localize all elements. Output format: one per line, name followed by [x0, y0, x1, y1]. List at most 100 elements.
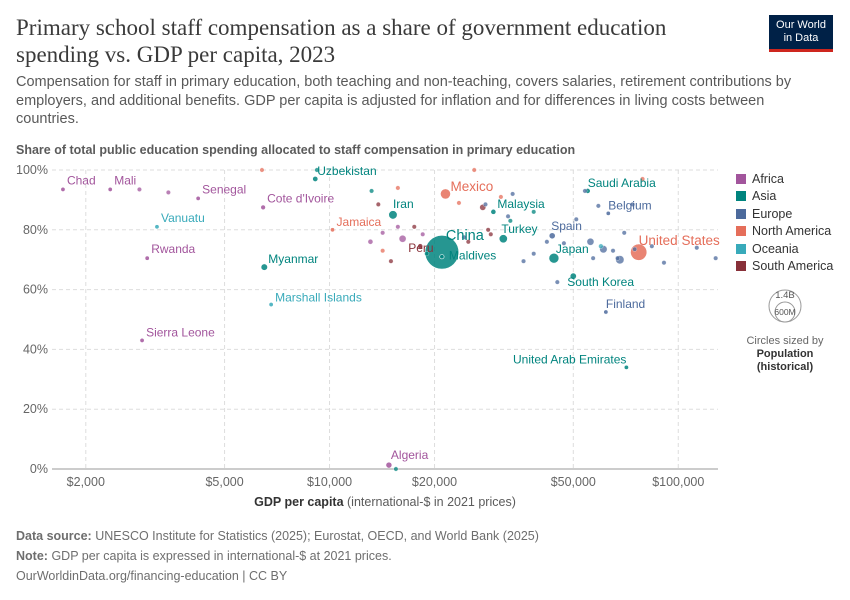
data-point: [694, 245, 700, 251]
data-point: [548, 232, 556, 240]
data-point: [461, 234, 467, 240]
data-point: [330, 227, 336, 233]
point-label: United States: [639, 233, 720, 248]
legend-label: South America: [752, 259, 834, 274]
point-label: Marshall Islands: [275, 291, 362, 305]
point-label: Sierra Leone: [146, 325, 215, 339]
legend-item[interactable]: Africa: [736, 170, 833, 188]
owid-logo[interactable]: Our World in Data: [769, 15, 833, 52]
data-point: [640, 176, 645, 182]
data-point: [508, 218, 513, 224]
point-label: Rwanda: [151, 242, 195, 256]
source-url[interactable]: OurWorldinData.org/financing-education |…: [16, 569, 288, 583]
data-point: [385, 461, 393, 469]
data-point: [573, 216, 579, 222]
data-point: [510, 191, 515, 197]
x-axis-label: GDP per capita: [254, 495, 344, 509]
data-point: [398, 235, 407, 243]
size-legend-small-circle: [774, 301, 796, 323]
legend-swatch: [736, 173, 746, 184]
point-label: Senegal: [202, 182, 246, 196]
region-legend: Africa Asia Europe North America Oceania Sout…: [736, 170, 833, 275]
point-label: Chad: [67, 173, 96, 187]
x-tick-label: $10,000: [307, 475, 352, 489]
data-point: [411, 224, 417, 230]
data-point: [596, 203, 601, 209]
logo-line-2: in Data: [783, 32, 819, 44]
data-point: [605, 210, 611, 216]
data-point: [144, 255, 150, 261]
size-legend-large-label: 1.4B: [775, 290, 795, 301]
data-point: [420, 231, 426, 237]
data-point: [107, 186, 113, 192]
y-tick-label: 20%: [23, 402, 48, 416]
y-tick-label: 100%: [16, 163, 48, 177]
data-point: [395, 224, 401, 230]
data-point: [367, 239, 374, 245]
legend-swatch: [736, 226, 746, 237]
x-tick-label: $20,000: [412, 475, 457, 489]
data-point: [630, 202, 636, 207]
data-point: [195, 195, 201, 201]
data-point: [713, 255, 719, 261]
data-point: [465, 239, 471, 245]
data-point: [490, 208, 497, 215]
x-tick-label: $50,000: [551, 475, 596, 489]
data-point: [623, 364, 629, 370]
data-point: [388, 258, 394, 264]
data-point: [440, 188, 451, 200]
legend-item[interactable]: Europe: [736, 205, 833, 223]
legend-label: Asia: [752, 189, 777, 204]
data-point: [393, 466, 399, 472]
data-point: [439, 254, 445, 260]
y-axis-label: Share of total public education spending…: [16, 143, 576, 157]
data-source-label: Data source:: [16, 529, 92, 543]
x-tick-label: $100,000: [652, 475, 704, 489]
data-point: [485, 227, 491, 233]
data-point: [610, 248, 616, 254]
legend-label: Europe: [752, 206, 793, 221]
data-point: [395, 185, 401, 191]
size-legend-small-label: 600M: [774, 307, 795, 317]
legend-item[interactable]: Oceania: [736, 240, 833, 258]
data-point: [561, 240, 567, 246]
point-label: Spain: [551, 219, 582, 233]
data-point: [521, 258, 526, 264]
data-point: [259, 167, 265, 173]
chart-title: Primary school staff compensation as a s…: [16, 15, 667, 67]
legend-item[interactable]: South America: [736, 258, 833, 276]
data-point: [137, 187, 142, 192]
point-label: Maldives: [449, 249, 496, 263]
point-label: Cote d'Ivoire: [267, 191, 334, 205]
legend-swatch: [736, 243, 746, 254]
data-point: [498, 234, 508, 244]
legend-item[interactable]: Asia: [736, 188, 833, 206]
point-label: Saudi Arabia: [588, 176, 656, 190]
y-tick-label: 60%: [23, 283, 48, 297]
size-legend: 1.4B 600M Circles sized by Population (h…: [740, 280, 830, 374]
point-label: South Korea: [567, 275, 634, 289]
size-legend-variable: Population: [756, 348, 814, 360]
data-point: [548, 252, 560, 264]
legend-item[interactable]: North America: [736, 223, 833, 241]
data-source: Data source: UNESCO Institute for Statis…: [16, 529, 539, 543]
data-point: [260, 263, 268, 271]
point-label: China: [446, 228, 485, 244]
data-point: [554, 279, 560, 285]
data-point: [590, 255, 596, 261]
legend-label: North America: [752, 224, 832, 239]
data-point: [661, 260, 667, 266]
data-point: [569, 272, 577, 280]
data-point: [456, 200, 462, 206]
data-point: [268, 302, 274, 308]
point-label: Mali: [114, 173, 136, 187]
point-label: Algeria: [391, 448, 429, 462]
data-point: [260, 204, 266, 211]
data-point: [166, 190, 171, 195]
x-tick-label: $5,000: [205, 475, 243, 489]
legend-swatch: [736, 191, 746, 202]
point-label: Malaysia: [497, 197, 545, 211]
data-point: [380, 248, 385, 254]
data-point: [314, 167, 320, 173]
data-point: [621, 230, 627, 236]
